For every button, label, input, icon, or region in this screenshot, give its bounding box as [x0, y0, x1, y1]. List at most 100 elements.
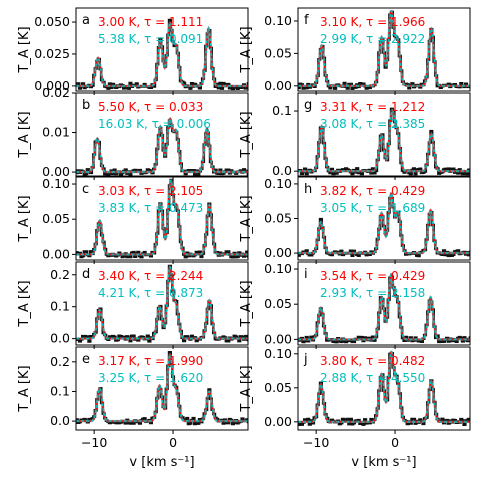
panel-b: 0.00 0.01 0.02 b 5.50 K, τ = 0.033 16.03 K, τ…	[17, 85, 249, 180]
panel-plot-area	[298, 350, 470, 426]
y-tick-label: 0.00	[264, 245, 292, 260]
panel-plot-area	[76, 117, 248, 176]
fit2-line	[76, 22, 248, 87]
y-tick-label: 0.00	[264, 78, 292, 93]
y-axis-label: T_A [K]	[239, 280, 254, 327]
y-tick-label: 0.000	[34, 78, 70, 93]
panel-plot-area	[298, 273, 470, 344]
panel-j: 0.00 0.05 0.10 −10 0 j 3.80 K, τ = 0.482 2.88 K…	[239, 346, 471, 470]
panel-frame	[75, 261, 249, 346]
y-axis-label: T_A [K]	[17, 111, 32, 158]
y-tick-label: 0.050	[34, 14, 70, 29]
x-tick-label: 0	[391, 435, 399, 450]
y-axis-label: T_A [K]	[17, 280, 32, 327]
y-axis-label: T_A [K]	[239, 26, 254, 73]
y-tick-label: 0.025	[34, 46, 70, 61]
panel-frame	[75, 7, 249, 92]
panel-letter: h	[304, 182, 312, 197]
panel-plot-area	[76, 178, 248, 259]
panel-g: 0.0 0.1 g 3.31 K, τ = 1.212 3.08 K, τ = 2.38…	[239, 92, 471, 180]
x-tick-label: −10	[303, 435, 329, 450]
fit2-annotation: 2.99 K, τ = 2.922	[320, 32, 425, 46]
y-tick-label: 0.05	[264, 380, 292, 395]
y-axis-label: T_A [K]	[239, 365, 254, 412]
fit2-annotation: 2.88 K, τ = 4.550	[320, 371, 425, 385]
panel-i: 0.00 0.05 0.10 i 3.54 K, τ = 0.429 2.93 K, τ …	[239, 261, 471, 349]
fit2-annotation: 5.38 K, τ = 0.091	[98, 32, 203, 46]
fit2-annotation: 4.21 K, τ = 0.873	[98, 286, 203, 300]
fit2-annotation: 3.05 K, τ = 1.689	[320, 201, 425, 215]
y-tick-label: 0.01	[42, 125, 70, 140]
y-tick-label: 0.00	[42, 164, 70, 179]
panel-f: 0.00 0.05 0.10 f 3.10 K, τ = 1.966 2.99 K, τ …	[239, 7, 471, 95]
panel-frame	[297, 7, 471, 92]
fit1-annotation: 3.03 K, τ = 2.105	[98, 184, 203, 198]
panel-letter: b	[82, 98, 90, 113]
panel-plot-area	[76, 351, 248, 426]
x-tick-label: −10	[81, 435, 107, 450]
panel-plot-area	[76, 264, 248, 343]
panel-letter: j	[303, 352, 308, 367]
panel-plot-area	[76, 18, 248, 91]
y-tick-label: 0.1	[50, 383, 70, 398]
fit2-annotation: 2.93 K, τ = 2.158	[320, 286, 425, 300]
y-tick-label: 0.1	[272, 103, 292, 118]
fit1-annotation: 3.82 K, τ = 0.429	[320, 184, 425, 198]
fit2-line	[298, 109, 470, 172]
fit2-line	[76, 179, 248, 256]
fit1-annotation: 3.10 K, τ = 1.966	[320, 15, 425, 29]
y-tick-label: 0.00	[42, 246, 70, 261]
panel-letter: g	[304, 98, 312, 113]
y-axis-label: T_A [K]	[17, 26, 32, 73]
y-tick-label: 0.0	[272, 163, 292, 178]
y-tick-label: 0.2	[50, 354, 70, 369]
fit1-annotation: 3.40 K, τ = 2.244	[98, 269, 203, 283]
panel-letter: f	[304, 13, 309, 28]
panel-letter: e	[82, 352, 90, 367]
panel-e: 0.0 0.1 0.2 −10 0 e 3.17 K, τ = 1.990 3.25 K, τ…	[17, 346, 249, 470]
panel-a: 0.000 0.025 0.050 a 3.00 K, τ = 1.111 5.38 K,…	[17, 7, 249, 95]
fit1-annotation: 3.17 K, τ = 1.990	[98, 354, 203, 368]
y-tick-label: 0.05	[264, 45, 292, 60]
fit2-line	[298, 192, 470, 254]
panel-c: 0.00 0.05 0.10 c 3.03 K, τ = 2.105 3.83 K, τ …	[17, 176, 249, 264]
panel-plot-area	[298, 107, 470, 176]
panel-frame	[75, 176, 249, 261]
panel-h: 0.00 0.05 0.10 h 3.82 K, τ = 0.429 3.05 K, τ …	[239, 176, 471, 264]
y-axis-label: T_A [K]	[239, 111, 254, 158]
panel-letter: c	[82, 182, 89, 197]
panel-letter: i	[304, 267, 308, 282]
fit1-annotation: 3.54 K, τ = 0.429	[320, 269, 425, 283]
panel-letter: a	[82, 13, 90, 28]
fit2-annotation: 3.25 K, τ = 1.620	[98, 371, 203, 385]
y-tick-label: 0.0	[50, 331, 70, 346]
panel-letter: d	[82, 267, 90, 282]
fit2-line	[298, 273, 470, 341]
panel-plot-area	[298, 191, 470, 258]
fit1-annotation: 3.31 K, τ = 1.212	[320, 100, 425, 114]
fit2-line	[298, 10, 470, 87]
y-tick-label: 0.10	[264, 13, 292, 28]
y-tick-label: 0.02	[42, 85, 70, 100]
y-tick-label: 0.10	[264, 261, 292, 276]
fit2-line	[76, 266, 248, 340]
panel-frame	[75, 346, 249, 431]
x-tick-label: 0	[169, 435, 177, 450]
y-tick-label: 0.05	[42, 211, 70, 226]
x-axis-label: v [km s⁻¹]	[129, 455, 194, 470]
y-tick-label: 0.05	[264, 296, 292, 311]
fit1-annotation: 3.00 K, τ = 1.111	[98, 15, 203, 29]
panel-frame	[297, 92, 471, 177]
y-tick-label: 0.1	[50, 299, 70, 314]
fit1-annotation: 3.80 K, τ = 0.482	[320, 354, 425, 368]
fit2-line	[298, 351, 470, 423]
y-tick-label: 0.2	[50, 267, 70, 282]
panel-d: 0.0 0.1 0.2 d 3.40 K, τ = 2.244 4.21 K, τ = 0…	[17, 261, 249, 349]
y-tick-label: 0.00	[264, 331, 292, 346]
y-tick-label: 0.10	[264, 346, 292, 361]
x-axis-label: v [km s⁻¹]	[351, 455, 416, 470]
y-tick-label: 0.10	[42, 176, 70, 191]
panel-plot-area	[298, 9, 470, 90]
fit1-annotation: 5.50 K, τ = 0.033	[98, 100, 203, 114]
